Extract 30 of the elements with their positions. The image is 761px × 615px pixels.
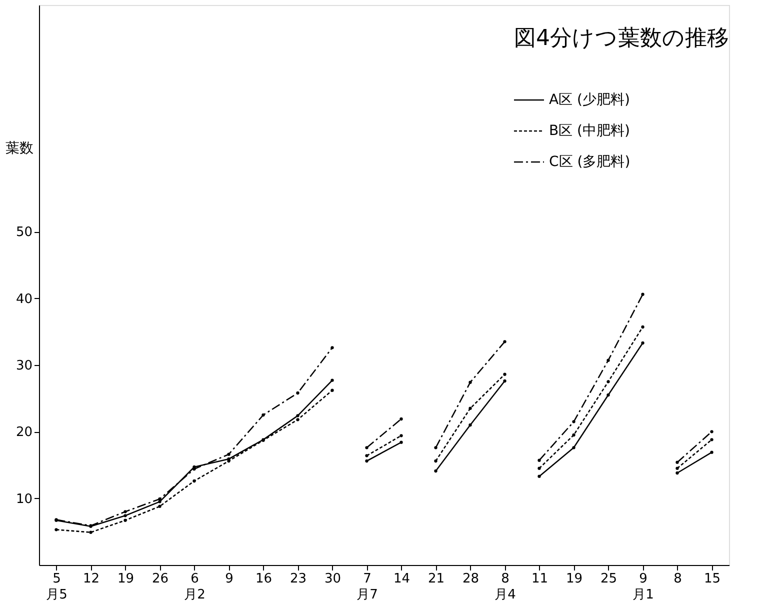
x-tick-label: 8 [674, 572, 682, 586]
x-tick-label: 14 [393, 572, 410, 586]
x-tick-label: 6 月2 [184, 572, 206, 602]
legend-label: C区 (多肥料) [549, 154, 630, 170]
y-tick-label: 50 [16, 225, 32, 240]
y-tick-label: 30 [16, 358, 32, 374]
legend-label: A区 (少肥料) [549, 92, 630, 108]
x-tick-label: 8 月4 [494, 572, 516, 602]
x-tick-label: 5 月5 [46, 572, 68, 602]
x-tick-label: 28 [462, 572, 480, 586]
x-tick-label: 11 [531, 572, 548, 586]
x-tick-label: 16 [255, 572, 272, 586]
x-tick-label: 23 [290, 572, 307, 586]
x-tick-label: 12 [82, 572, 100, 586]
y-axis-title: 葉数 [6, 140, 34, 156]
text: 図4分けつ葉数の推移 [514, 26, 729, 51]
x-tick-label: 7 月7 [356, 572, 378, 602]
y-tick-label: 20 [16, 425, 32, 440]
x-tick-label: 21 [428, 572, 445, 586]
x-tick-label: 30 [324, 572, 342, 586]
x-tick-label: 9 月1 [632, 572, 654, 602]
legend-label: B区 (中肥料) [549, 123, 630, 139]
x-tick-label: 15 [704, 572, 721, 586]
x-tick-label: 19 [117, 572, 134, 586]
x-tick-label: 25 [600, 572, 618, 586]
y-tick-label: 40 [16, 292, 32, 307]
x-tick-label: 26 [152, 572, 169, 586]
x-tick-label: 9 [225, 572, 234, 586]
y-tick-label: 10 [16, 492, 32, 507]
x-tick-label: 19 [566, 572, 583, 586]
